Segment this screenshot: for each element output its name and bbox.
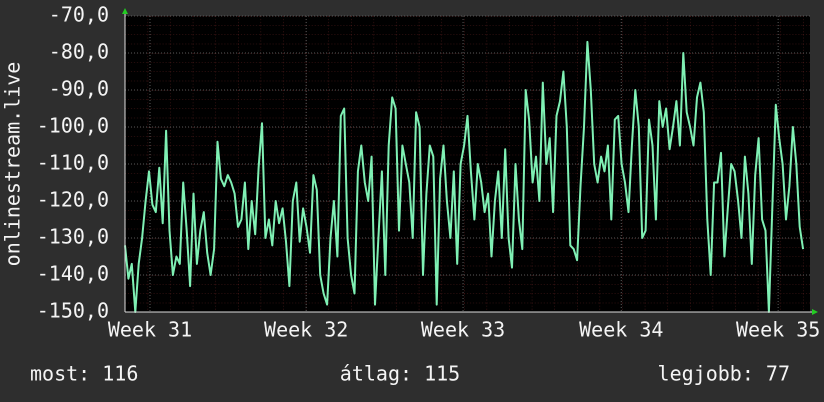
- footer-avg: átlag: 115: [340, 362, 460, 386]
- y-tick-label: -70,0: [49, 3, 109, 27]
- x-tick-label: Week 32: [264, 318, 348, 342]
- y-tick-label: -100,0: [37, 114, 109, 138]
- y-tick-label: -130,0: [37, 225, 109, 249]
- y-tick-label: -150,0: [37, 299, 109, 323]
- x-tick-label: Week 31: [108, 318, 192, 342]
- y-tick-label: -110,0: [37, 151, 109, 175]
- x-tick-label: Week 33: [421, 318, 505, 342]
- y-axis-label: onlinestream.live: [1, 62, 25, 267]
- footer-now: most: 116: [30, 362, 138, 386]
- series-line: [124, 40, 805, 313]
- x-tick-label: Week 34: [579, 318, 663, 342]
- y-tick-label: -140,0: [37, 262, 109, 286]
- y-tick-label: -80,0: [49, 40, 109, 64]
- x-arrow: [812, 309, 818, 315]
- y-tick-label: -120,0: [37, 188, 109, 212]
- x-tick-label: Week 35: [736, 318, 820, 342]
- y-tick-label: -90,0: [49, 77, 109, 101]
- footer-best: legjobb: 77: [658, 362, 790, 386]
- y-arrow: [122, 8, 128, 14]
